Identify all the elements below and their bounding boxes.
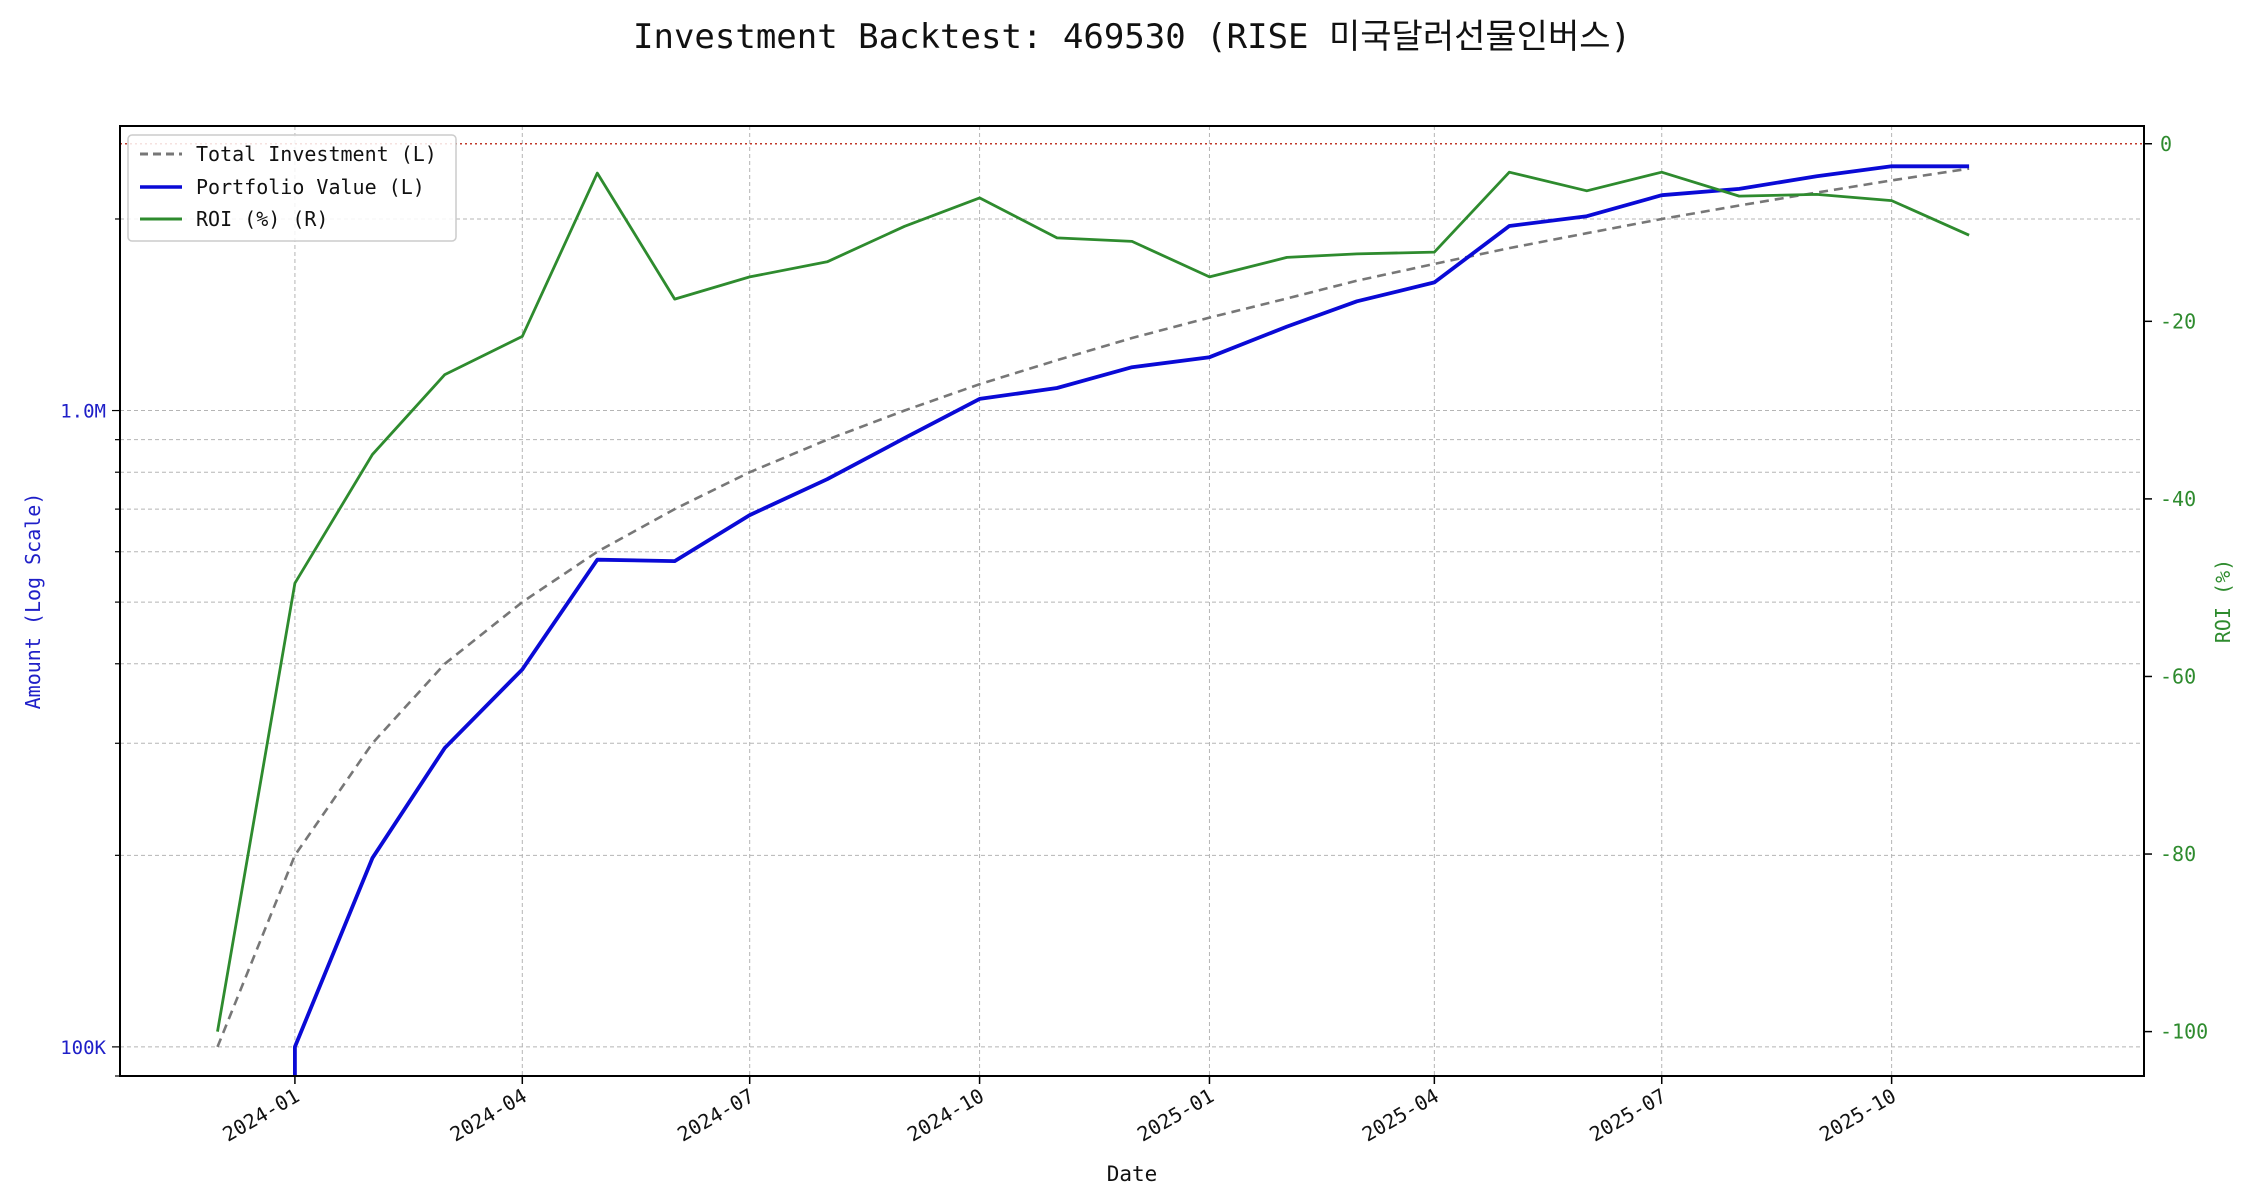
grid	[120, 126, 2144, 1077]
legend-label-portfolio-value: Portfolio Value (L)	[196, 175, 425, 199]
total-investment-line	[216, 167, 1970, 1048]
portfolio-value-line	[292, 164, 1970, 1076]
x-tick-label: 2025-01	[1133, 1084, 1218, 1147]
x-tick-label: 2025-07	[1585, 1084, 1670, 1147]
x-tick-label: 2025-04	[1358, 1084, 1443, 1147]
x-tick-label: 2024-04	[446, 1084, 531, 1147]
plot-frame	[119, 125, 2145, 1077]
legend-label-roi: ROI (%) (R)	[196, 207, 328, 231]
x-axis-label: Date	[1107, 1162, 1158, 1186]
y-left-tick-label: 1.0M	[60, 401, 106, 423]
y-right-tick-label: 0	[2160, 132, 2172, 156]
y-right-tick-label: -80	[2160, 842, 2196, 866]
x-tick-label: 2024-10	[903, 1084, 988, 1147]
x-tick-label: 2024-07	[673, 1084, 758, 1147]
x-axis-ticks: 2024-01 2024-04 2024-07 2024-10 2025-01 2025-…	[218, 1076, 1900, 1146]
y-left-tick-label: 100K	[60, 1037, 106, 1059]
y-right-tick-label: -40	[2160, 487, 2196, 511]
y-right-tick-label: -20	[2160, 309, 2196, 333]
left-axis-ticks: 100K 1.0M	[60, 218, 120, 1077]
x-tick-label: 2024-01	[218, 1084, 303, 1147]
y-right-tick-label: -60	[2160, 664, 2196, 688]
right-axis-ticks: 0 -20 -40 -60 -80 -100	[2144, 132, 2208, 1044]
legend: Total Investment (L) Portfolio Value (L)…	[127, 134, 457, 242]
legend-box	[127, 134, 457, 242]
y-right-tick-label: -100	[2160, 1020, 2208, 1044]
series-group	[120, 143, 2144, 1076]
roi-line	[216, 170, 1970, 1032]
chart-title: Investment Backtest: 469530 (RISE 미국달러선물…	[633, 17, 1631, 57]
y-axis-right-label: ROI (%)	[2211, 559, 2235, 643]
x-tick-label: 2025-10	[1815, 1084, 1900, 1147]
y-axis-left-label: Amount (Log Scale)	[21, 493, 45, 710]
legend-label-total-investment: Total Investment (L)	[196, 142, 437, 166]
